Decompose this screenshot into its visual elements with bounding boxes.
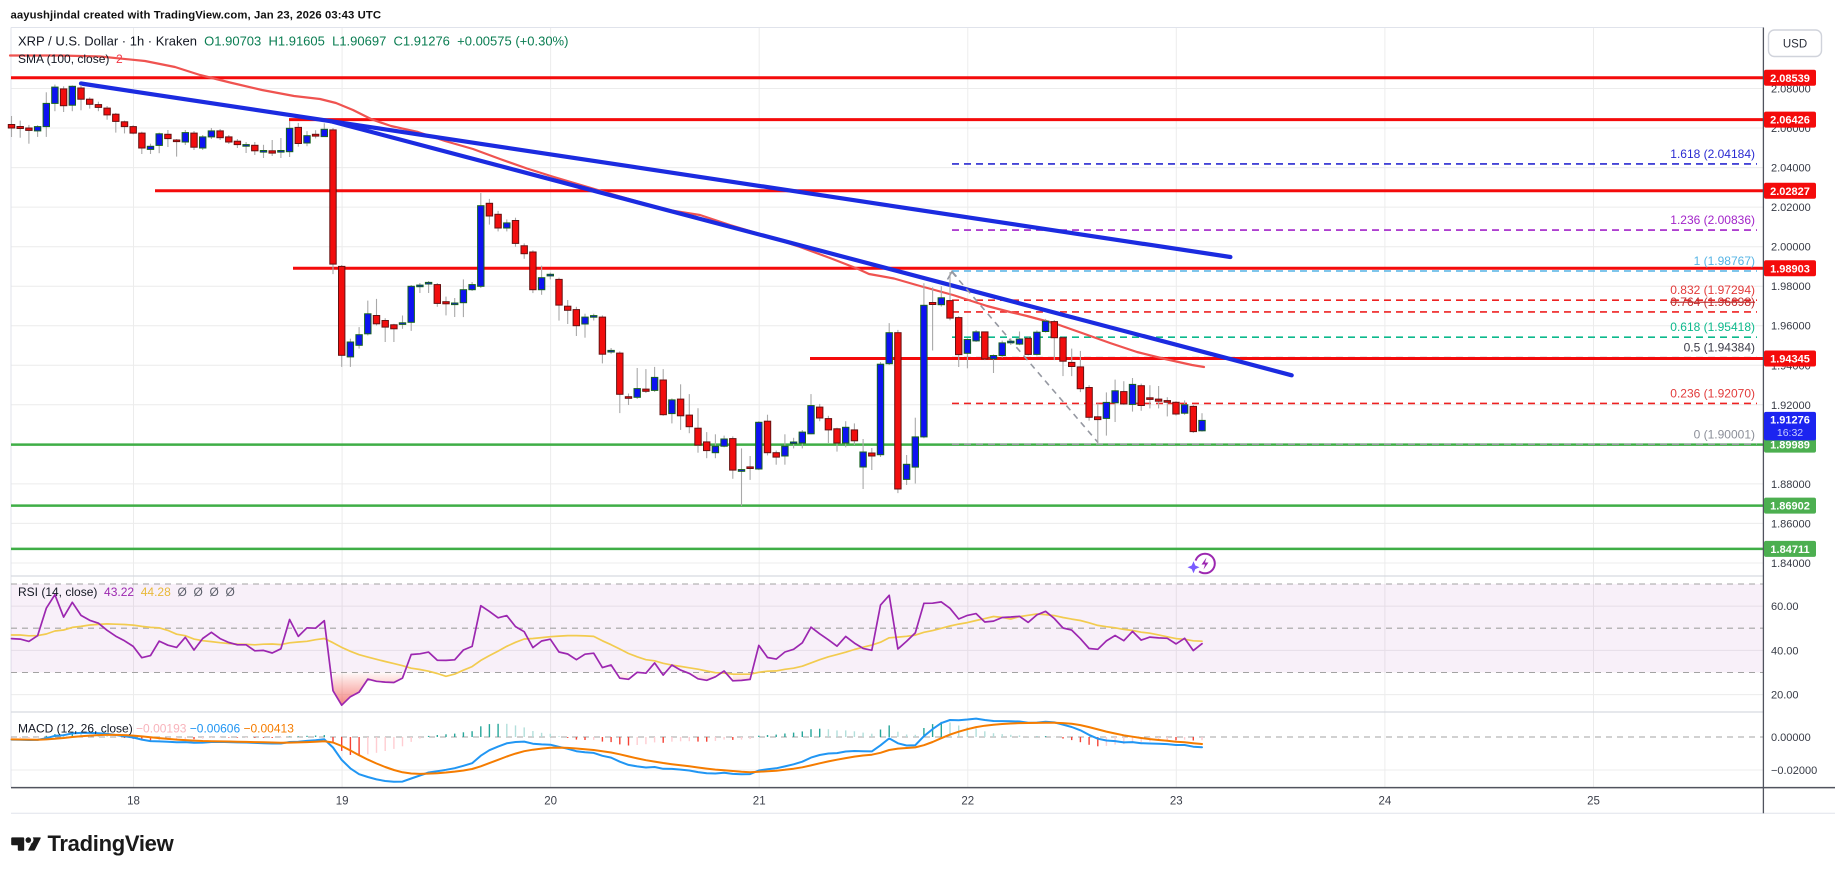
svg-text:20.00: 20.00 [1771, 690, 1799, 702]
svg-text:2.08000: 2.08000 [1771, 84, 1811, 96]
svg-text:1.89989: 1.89989 [1770, 440, 1810, 452]
svg-text:1.84711: 1.84711 [1770, 544, 1809, 556]
svg-text:1.86902: 1.86902 [1770, 501, 1810, 513]
svg-text:2.00000: 2.00000 [1771, 242, 1811, 254]
svg-text:1.98000: 1.98000 [1771, 281, 1811, 293]
svg-text:0.618 (1.95418): 0.618 (1.95418) [1670, 320, 1755, 334]
svg-text:XRP / U.S. Dollar · 1h · Krake: XRP / U.S. Dollar · 1h · Kraken O1.90703… [18, 34, 568, 49]
svg-text:2.02000: 2.02000 [1771, 202, 1811, 214]
svg-text:0.764 (1.96698): 0.764 (1.96698) [1670, 295, 1755, 309]
svg-text:21: 21 [753, 796, 766, 808]
svg-text:1.94345: 1.94345 [1770, 354, 1810, 366]
svg-text:1.96000: 1.96000 [1771, 321, 1811, 333]
svg-text:0.236 (1.92070): 0.236 (1.92070) [1670, 386, 1755, 400]
svg-text:1.88000: 1.88000 [1771, 479, 1811, 491]
svg-text:RSI (14, close) 43.22 44.28: RSI (14, close) 43.22 44.28 Ø Ø Ø Ø [18, 585, 235, 599]
svg-text:0.5 (1.94384): 0.5 (1.94384) [1684, 341, 1755, 355]
svg-text:2.04000: 2.04000 [1771, 163, 1811, 175]
svg-text:2.02827: 2.02827 [1770, 186, 1810, 198]
svg-text:1.618 (2.04184): 1.618 (2.04184) [1670, 147, 1755, 161]
svg-text:24: 24 [1379, 796, 1392, 808]
svg-text:1.91276: 1.91276 [1770, 414, 1810, 426]
svg-text:USD: USD [1783, 39, 1807, 51]
svg-text:MACD (12, 26, close) −0.00193: MACD (12, 26, close) −0.00193 −0.00606 −… [18, 722, 294, 736]
svg-text:1.86000: 1.86000 [1771, 518, 1811, 530]
svg-text:1.98903: 1.98903 [1770, 263, 1810, 275]
svg-text:−0.02000: −0.02000 [1771, 765, 1817, 777]
svg-text:aayushjindal created with Trad: aayushjindal created with TradingView.co… [11, 9, 382, 21]
svg-text:0.00000: 0.00000 [1771, 732, 1811, 744]
svg-text:23: 23 [1170, 796, 1183, 808]
svg-text:0.832 (1.97294): 0.832 (1.97294) [1670, 283, 1755, 297]
svg-text:20: 20 [544, 796, 557, 808]
svg-text:1.84000: 1.84000 [1771, 558, 1811, 570]
svg-text:18: 18 [127, 796, 140, 808]
svg-text:1.236 (2.00836): 1.236 (2.00836) [1670, 213, 1755, 227]
svg-text:19: 19 [336, 796, 349, 808]
svg-text:TradingView: TradingView [48, 831, 175, 856]
svg-text:60.00: 60.00 [1771, 601, 1799, 613]
svg-text:22: 22 [961, 796, 974, 808]
svg-text:0 (1.90001): 0 (1.90001) [1694, 427, 1755, 441]
svg-text:16:32: 16:32 [1777, 427, 1803, 439]
svg-text:2.06426: 2.06426 [1770, 115, 1810, 127]
svg-text:40.00: 40.00 [1771, 645, 1799, 657]
svg-text:25: 25 [1587, 796, 1600, 808]
svg-text:SMA (100, close) 2: SMA (100, close) 2 [18, 52, 123, 66]
svg-text:1 (1.98767): 1 (1.98767) [1694, 254, 1755, 268]
svg-text:2.08539: 2.08539 [1770, 73, 1810, 85]
svg-text:1.92000: 1.92000 [1771, 400, 1811, 412]
